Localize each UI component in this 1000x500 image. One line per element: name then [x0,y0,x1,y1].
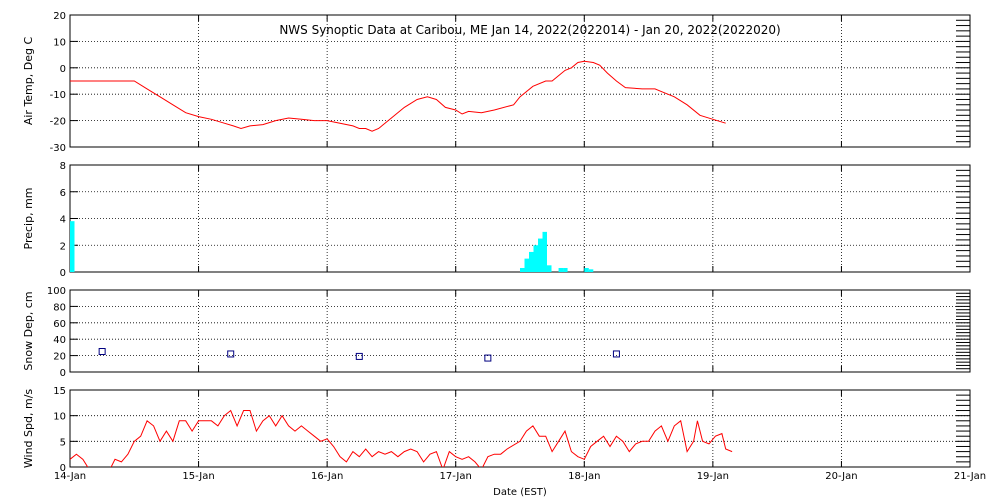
precip-bar [70,221,75,272]
precip-ytick-label: 8 [60,161,66,172]
temp-ytick-label: -20 [50,117,66,128]
x-tick-label: 17-Jan [440,471,472,482]
snow-ytick-label: 80 [53,302,66,313]
precip-bar [563,267,568,272]
precip-bar [588,269,594,272]
x-tick-label: 16-Jan [311,471,343,482]
temp-ytick-label: -30 [50,143,66,154]
temp-series-line [70,60,726,132]
wind-ylabel: Wind Spd, m/s [22,389,35,469]
temp-ytick-label: 0 [60,64,66,75]
precip-ytick-label: 0 [60,268,66,279]
temp-ytick-label: 10 [53,37,66,48]
x-tick-label: 21-Jan [954,471,986,482]
wind-ytick-label: 10 [53,412,66,423]
snow-ytick-label: 40 [53,335,66,346]
snow-marker [484,354,492,362]
wind-ytick-label: 0 [60,463,66,474]
precip-bar [533,245,538,272]
temp-ylabel: Air Temp, Deg C [22,37,35,126]
precip-bar [538,238,543,272]
precip-bar [558,267,564,272]
snow-ytick-label: 0 [60,368,66,379]
snow-ylabel: Snow Dep, cm [22,291,35,370]
chart-title: NWS Synoptic Data at Caribou, ME Jan 14,… [279,23,780,37]
precip-ytick-label: 2 [60,241,66,252]
wind-series-line [70,409,733,467]
wind-frame [69,389,971,468]
x-tick-label: 15-Jan [182,471,214,482]
precip-bar [584,267,589,272]
precip-bar [520,267,525,272]
x-axis-label: Date (EST) [493,487,547,498]
snow-frame [69,289,971,373]
x-tick-label: 14-Jan [54,471,86,482]
snow-ytick-label: 60 [53,319,66,330]
temp-ytick-label: -10 [50,90,66,101]
precip-bar [529,251,534,272]
snow-ytick-label: 100 [47,286,66,297]
snow-marker [355,352,363,360]
temp-ytick-label: 20 [53,11,66,22]
wind-ytick-label: 15 [53,386,66,397]
precip-ytick-label: 6 [60,188,66,199]
precip-ylabel: Precip, mm [22,188,35,250]
snow-marker [227,350,235,358]
precip-bar [547,265,552,272]
wind-ytick-label: 5 [60,437,66,448]
snow-marker [98,348,106,355]
precip-bar [542,231,547,272]
snow-ytick-label: 20 [53,352,66,363]
precip-bar [524,258,529,272]
precip-ytick-label: 4 [60,215,66,226]
x-tick-label: 20-Jan [825,471,857,482]
snow-marker [612,350,620,358]
x-tick-label: 18-Jan [568,471,600,482]
x-tick-label: 19-Jan [697,471,729,482]
